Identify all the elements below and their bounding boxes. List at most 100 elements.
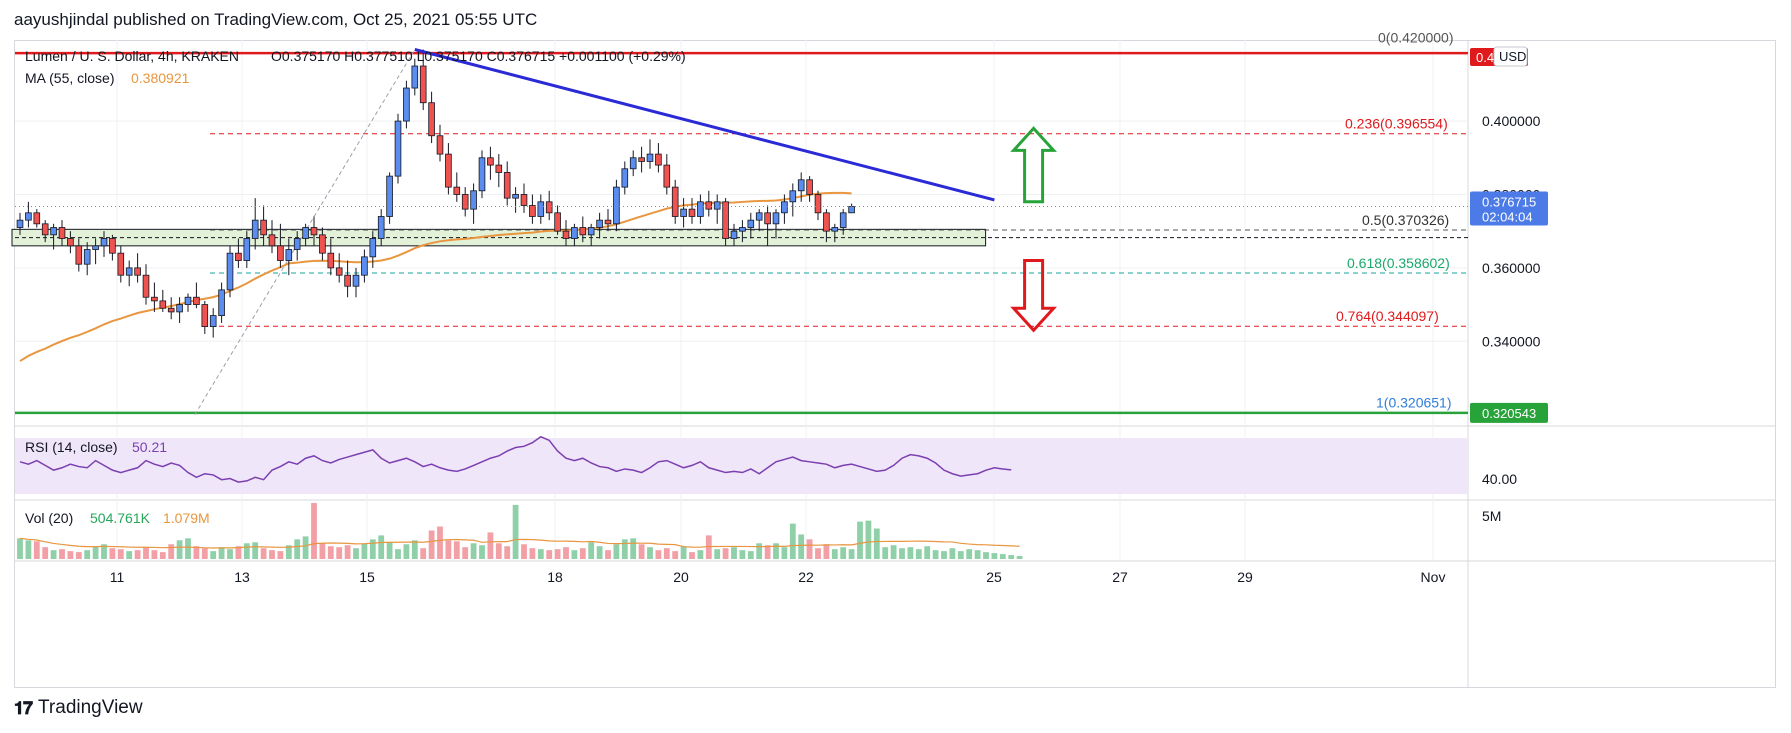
volume-bar — [722, 548, 729, 559]
volume-bar — [311, 502, 317, 559]
candle-body — [352, 274, 360, 287]
volume-bar — [840, 547, 847, 559]
volume-bar — [983, 552, 989, 559]
y-tick-label: 0.400000 — [1482, 113, 1541, 129]
last-price-box — [1470, 191, 1548, 226]
candle-body — [453, 186, 461, 195]
volume-bar — [932, 550, 939, 559]
candle-body — [277, 245, 284, 261]
candle-body — [302, 227, 309, 239]
candle-body — [92, 245, 99, 250]
volume-bar — [437, 526, 443, 559]
volume-bar — [689, 552, 695, 559]
volume-bar — [395, 549, 401, 559]
volume-bar — [705, 535, 712, 559]
candle-body — [520, 194, 528, 206]
y-tick-label: 0.360000 — [1482, 260, 1541, 276]
volume-bar — [420, 548, 427, 559]
candle-body — [487, 157, 494, 166]
volume-bar — [588, 542, 595, 559]
publish-header: aayushjindal published on TradingView.co… — [14, 10, 538, 29]
volume-bar — [663, 548, 670, 559]
volume-bar — [479, 545, 485, 559]
volume-bar — [327, 546, 334, 559]
candle-body — [134, 267, 141, 276]
volume-bar — [201, 548, 208, 559]
x-tick-label: 27 — [1112, 569, 1128, 585]
volume-bar — [470, 543, 477, 559]
candle-body — [386, 175, 393, 217]
volume-bar — [168, 544, 175, 559]
volume-bar — [151, 550, 158, 559]
volume-bar — [495, 543, 502, 559]
ohlc-values: O0.375170 H0.377510 L0.375170 C0.376715 … — [271, 48, 686, 64]
volume-bar — [915, 549, 922, 559]
candle-body — [16, 219, 24, 228]
candle-body — [327, 252, 335, 269]
volume-bar — [378, 535, 385, 559]
volume-bar — [563, 547, 569, 559]
candle-body — [848, 206, 855, 214]
ma-value: 0.380921 — [131, 70, 190, 86]
candle-body — [151, 296, 158, 302]
candle-body — [83, 249, 91, 265]
volume-bar — [504, 546, 511, 559]
candle-body — [436, 135, 444, 155]
volume-bar — [25, 540, 32, 559]
candle-body — [58, 227, 66, 239]
volume-bar — [630, 538, 637, 559]
volume-bar — [714, 549, 721, 559]
x-tick-label: 11 — [110, 569, 125, 585]
volume-bar — [126, 551, 133, 559]
volume-bar — [277, 551, 284, 559]
volume-bar — [991, 553, 998, 559]
x-tick-label: Nov — [1421, 569, 1446, 585]
candle-body — [285, 249, 293, 261]
volume-bar — [134, 550, 141, 559]
candle-body — [184, 296, 192, 305]
volume-bar — [680, 546, 687, 559]
volume-bar — [907, 547, 914, 559]
volume-bar — [235, 546, 242, 559]
volume-bar — [672, 551, 679, 559]
up-arrow-icon — [1010, 126, 1057, 204]
volume-bar — [781, 547, 788, 559]
volume-bar — [890, 545, 897, 559]
x-tick-label: 15 — [359, 569, 375, 585]
candle-body — [109, 238, 116, 254]
candle-body — [705, 201, 713, 210]
volume-bar — [445, 540, 452, 559]
candle-body — [293, 238, 301, 250]
fib-level-label: 1(0.320651) — [1376, 394, 1452, 410]
x-tick-label: 13 — [234, 569, 250, 585]
volume-bar — [17, 538, 23, 559]
candle-body — [613, 186, 620, 225]
candle-body — [747, 219, 755, 228]
volume-value: 504.761K — [90, 510, 151, 526]
volume-bar — [243, 543, 250, 559]
volume-bar — [857, 521, 863, 559]
volume-bar — [84, 550, 91, 559]
candle-body — [67, 238, 74, 247]
candle-body — [730, 230, 738, 239]
bar-countdown: 02:04:04 — [1482, 210, 1533, 225]
volume-bar — [1008, 555, 1015, 559]
volume-bar — [546, 550, 553, 559]
fib-level-label: 0.236(0.396554) — [1345, 116, 1448, 132]
candle-body — [419, 65, 427, 104]
candle-body — [621, 168, 629, 188]
candle-body — [100, 238, 108, 247]
x-tick-label: 20 — [673, 569, 689, 585]
candle-body — [243, 238, 251, 261]
tradingview-footer[interactable]: 𝟏𝟕 TradingView — [14, 697, 143, 719]
candle-body — [789, 190, 797, 203]
last-price-value: 0.376715 — [1482, 195, 1536, 210]
candle-body — [268, 234, 276, 247]
candle-body — [193, 296, 200, 305]
support-price-box — [1470, 402, 1548, 423]
candle-body — [428, 102, 435, 137]
volume-bar — [512, 504, 519, 559]
volume-bar — [143, 547, 149, 559]
volume-bar — [67, 551, 74, 559]
